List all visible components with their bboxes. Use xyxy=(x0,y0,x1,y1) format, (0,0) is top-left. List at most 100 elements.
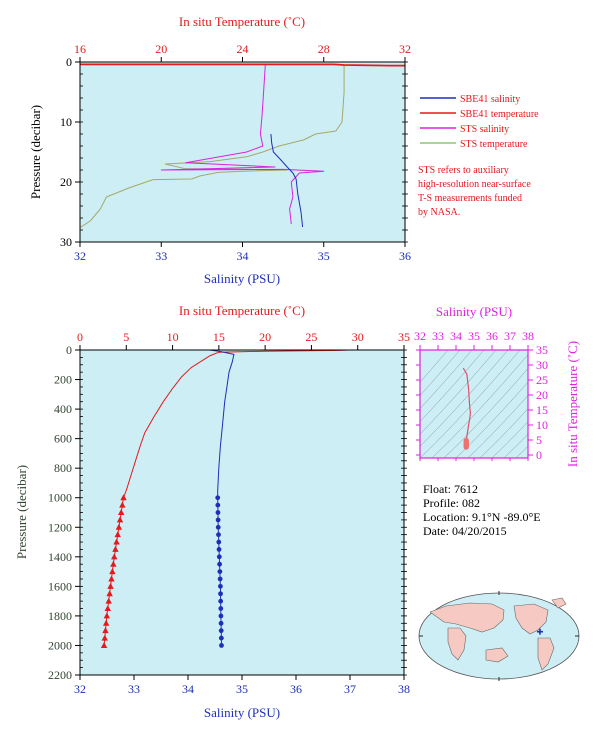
marker-salinity xyxy=(218,606,224,611)
marker-salinity xyxy=(215,502,221,508)
marker-temperature xyxy=(107,582,114,589)
density-contour xyxy=(491,421,528,458)
north-america-shape xyxy=(513,603,549,635)
bottom-xtick-label: 36 xyxy=(290,682,302,696)
eurasia-shape xyxy=(429,602,505,633)
density-contour xyxy=(420,350,473,410)
marker-salinity xyxy=(218,620,224,626)
float-location: Location: 9.1°N -89.0°E xyxy=(423,510,541,524)
map-continents xyxy=(429,597,567,671)
marker-salinity xyxy=(216,532,221,538)
marker-temperature xyxy=(109,568,116,575)
map-ocean xyxy=(418,592,580,680)
top-ytick-label: 20 xyxy=(60,175,72,189)
density-contour xyxy=(503,433,528,458)
bottom-xtick-label: 34 xyxy=(182,682,194,696)
top-y-label: Pressure (decibar) xyxy=(28,105,43,199)
density-contour xyxy=(515,445,528,458)
top-xtick-label: 36 xyxy=(399,249,411,263)
density-contour xyxy=(420,350,449,383)
marker-temperature xyxy=(101,634,108,641)
inset-xtick-label: 34 xyxy=(450,329,462,343)
float-position-marker xyxy=(536,628,543,635)
marker-temperature xyxy=(119,501,126,508)
profile-number: Profile: 082 xyxy=(423,496,480,510)
marker-salinity xyxy=(218,598,224,604)
marker-temperature xyxy=(117,509,125,515)
inset-ytick-label: 0 xyxy=(536,448,542,462)
bottom-chart: 32 33 34 35 36 37 38 0 5 10 15 20 25 30 35 0 200 400 600 80… xyxy=(14,303,410,720)
marker-salinity xyxy=(219,643,224,648)
bottom-xtick-label: 37 xyxy=(344,682,356,696)
bottom-x2tick-label: 0 xyxy=(77,330,83,344)
top-ytick-label: 0 xyxy=(66,55,72,69)
bottom-x2tick-label: 35 xyxy=(398,330,410,344)
marker-temperature xyxy=(103,612,111,619)
marker-temperature xyxy=(104,605,111,612)
bottom-x2tick-label: 15 xyxy=(213,330,225,344)
inset-x-label: Salinity (PSU) xyxy=(436,304,512,319)
marker-salinity xyxy=(218,628,224,634)
marker-salinity xyxy=(215,510,221,515)
float-info: Float: 7612 Profile: 082 Location: 9.1°N… xyxy=(423,482,541,538)
top-ytick-label: 10 xyxy=(60,115,72,129)
top-ytick-label: 30 xyxy=(60,235,72,249)
marker-temperature xyxy=(108,575,115,582)
top-x-label: Salinity (PSU) xyxy=(204,271,280,286)
float-id: Float: 7612 xyxy=(423,482,478,496)
top-x2tick-label: 28 xyxy=(318,42,330,56)
marker-temperature xyxy=(110,560,117,567)
note-line-3: T-S measurements funded xyxy=(418,193,522,204)
bottom-x2tick-label: 25 xyxy=(305,330,317,344)
inset-xtick-label: 32 xyxy=(414,329,426,343)
marker-salinity xyxy=(215,524,221,530)
top-xtick-label: 34 xyxy=(237,249,249,263)
series-sbe41-temperature xyxy=(80,63,405,67)
bottom-ytick-label: 400 xyxy=(54,402,72,416)
top-x2-label: In situ Temperature (˚C) xyxy=(179,14,305,29)
marker-temperature xyxy=(102,627,109,634)
top-x2tick-label: 32 xyxy=(399,42,411,56)
inset-ytick-label: 15 xyxy=(536,403,548,417)
profile-date: Date: 04/20/2015 xyxy=(423,524,507,538)
inset-ytick-label: 25 xyxy=(536,373,548,387)
bottom-xtick-label: 32 xyxy=(74,682,86,696)
top-legend: SBE41 salinity SBE41 temperature STS sal… xyxy=(420,94,539,150)
marker-salinity xyxy=(216,539,222,545)
top-x2tick-label: 20 xyxy=(155,42,167,56)
top-chart: 32 33 34 35 36 16 20 24 28 32 0 10 20 30 In situ Temp… xyxy=(28,14,539,286)
inset-xtick-label: 33 xyxy=(432,329,444,343)
bottom-ytick-label: 200 xyxy=(54,373,72,387)
bottom-x-label: Salinity (PSU) xyxy=(204,705,280,720)
series-sbe41-salinity xyxy=(270,133,304,228)
marker-temperature xyxy=(100,641,108,648)
marker-temperature xyxy=(112,545,119,552)
greenland-shape xyxy=(551,597,567,609)
bottom-x2tick-label: 10 xyxy=(167,330,179,344)
marker-salinity xyxy=(216,547,222,552)
bottom-ytick-label: 1400 xyxy=(48,550,72,564)
series-sts-salinity xyxy=(160,64,325,225)
legend-sts-temperature: STS temperature xyxy=(460,139,528,150)
bottom-x2tick-label: 20 xyxy=(259,330,271,344)
top-xtick-label: 35 xyxy=(318,249,330,263)
marker-salinity xyxy=(218,583,223,589)
bottom-y-label: Pressure (decibar) xyxy=(14,465,29,559)
bottom-ytick-label: 800 xyxy=(54,461,72,475)
top-plot-area xyxy=(80,62,405,242)
top-x2tick-label: 16 xyxy=(74,42,86,56)
inset-ytick-label: 20 xyxy=(536,388,548,402)
marker-temperature xyxy=(113,538,120,545)
australia-shape xyxy=(485,647,509,663)
note-line-2: high-resolution near-surface xyxy=(418,179,531,190)
bottom-xtick-label: 38 xyxy=(398,682,410,696)
bottom-ytick-label: 600 xyxy=(54,432,72,446)
marker-salinity xyxy=(217,561,222,567)
legend-sbe41-salinity: SBE41 salinity xyxy=(460,94,520,105)
bottom-x2tick-label: 5 xyxy=(123,330,129,344)
inset-ytick-label: 30 xyxy=(536,358,548,372)
top-xtick-label: 33 xyxy=(155,249,167,263)
density-contour xyxy=(420,350,509,447)
inset-ytick-label: 10 xyxy=(536,418,548,432)
